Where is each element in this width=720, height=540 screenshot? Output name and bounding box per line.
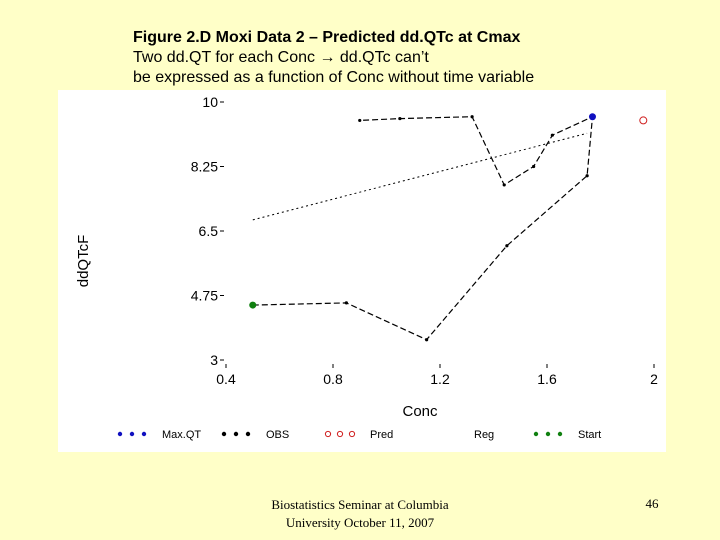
legend-marker (141, 431, 147, 437)
x-tick-label: 0.4 (216, 371, 236, 387)
slide-title: Figure 2.D Moxi Data 2 – Predicted dd.QT… (133, 28, 534, 88)
y-tick-label: 10 (202, 94, 218, 110)
x-tick-label: 1.6 (537, 371, 557, 387)
legend-label: Max.QT (162, 429, 201, 441)
maxqt-point (588, 113, 596, 121)
start-point (249, 301, 257, 309)
obs-point (550, 133, 554, 137)
pred-point (639, 116, 648, 125)
obs-point (344, 301, 348, 305)
footer: Biostatistics Seminar at Columbia Univer… (230, 496, 490, 532)
footer-line-2: University October 11, 2007 (285, 515, 435, 530)
title-line-1: Figure 2.D Moxi Data 2 – Predicted dd.QT… (133, 29, 521, 46)
y-tick-label: 3 (210, 352, 218, 368)
title-line-3: be expressed as a function of Conc witho… (133, 69, 535, 86)
legend-marker (545, 431, 551, 437)
legend-marker (557, 431, 563, 437)
obs-point (470, 115, 474, 119)
x-tick-label: 2 (650, 371, 658, 387)
obs-point (358, 118, 362, 123)
legend-marker (336, 430, 344, 438)
x-tick-label: 0.8 (323, 371, 343, 387)
legend-marker (324, 430, 332, 438)
legend-marker (348, 430, 356, 438)
legend-marker (129, 431, 135, 437)
page-number: 46 (645, 496, 659, 511)
obs-point (585, 174, 589, 178)
y-tick-label: 8.25 (191, 159, 218, 175)
legend-label: Start (578, 429, 601, 441)
x-tick-label: 1.2 (430, 371, 450, 387)
footer-line-1: Biostatistics Seminar at Columbia (271, 497, 449, 512)
legend-marker (117, 431, 123, 437)
legend-label: Reg (474, 429, 494, 441)
obs-point (425, 338, 429, 342)
chart-svg: 3 4.75 6.5 8.25 10 0.4 0.8 1.2 1.6 2 Conc ddQTcF Max… (75, 94, 658, 441)
legend-marker (533, 431, 539, 437)
legend-label: OBS (266, 429, 289, 441)
y-axis-label: ddQTcF (75, 235, 92, 288)
y-tick-label: 6.5 (199, 223, 219, 239)
legend-marker (233, 431, 239, 437)
legend-marker (245, 431, 251, 437)
obs-point (505, 244, 509, 248)
legend-marker (221, 431, 227, 437)
chart-panel: 3 4.75 6.5 8.25 10 0.4 0.8 1.2 1.6 2 Conc ddQTcF Max… (58, 90, 666, 452)
x-axis-label: Conc (402, 403, 438, 420)
y-tick-label: 4.75 (191, 288, 218, 304)
series-line-reg (252, 132, 588, 221)
title-line-2: Two dd.QT for each Conc → dd.QTc can’t (133, 49, 429, 66)
obs-point (398, 116, 402, 121)
series-line-obs (252, 115, 594, 341)
legend-label: Pred (370, 429, 393, 441)
obs-point (532, 164, 536, 169)
obs-point (502, 183, 506, 187)
